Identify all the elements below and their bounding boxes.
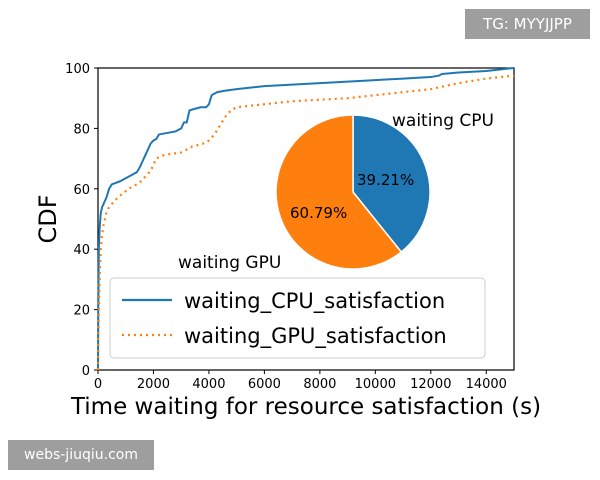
y-tick-label: 80	[73, 122, 90, 137]
y-tick-label: 60	[73, 183, 90, 198]
series-line-cpu	[97, 67, 515, 371]
y-tick-label: 20	[73, 304, 90, 319]
pie-label-cpu: waiting CPU	[392, 111, 494, 131]
series-line-gpu	[96, 74, 515, 371]
pie-slice-cpu	[352, 114, 431, 254]
pie-value-cpu: 39.21%	[357, 171, 414, 189]
legend-label-cpu: waiting_CPU_satisfaction	[184, 289, 445, 314]
legend: waiting_CPU_satisfaction waiting_GPU_sat…	[109, 277, 486, 359]
watermark-top: TG: MYYJJPP	[465, 9, 590, 39]
series-layer	[96, 67, 515, 371]
watermark-bottom: webs-jiuqiu.com	[8, 440, 154, 470]
y-tick-label: 40	[73, 243, 90, 258]
plot-frame	[97, 67, 515, 371]
x-tick-label: 8000	[303, 377, 336, 392]
x-tick-label: 14000	[466, 377, 507, 392]
x-tick-label: 12000	[410, 377, 451, 392]
y-tick-label: 100	[65, 62, 90, 77]
pie-label-gpu: waiting GPU	[178, 253, 281, 273]
x-tick-label: 0	[94, 377, 102, 392]
y-axis-label: CDF	[34, 194, 62, 243]
x-axis-label: Time waiting for resource satisfaction (…	[70, 394, 541, 420]
x-tick-label: 6000	[248, 377, 281, 392]
y-tick-label: 0	[82, 364, 90, 379]
pie-chart	[275, 114, 431, 270]
x-tick-label: 2000	[137, 377, 170, 392]
legend-label-gpu: waiting_GPU_satisfaction	[184, 324, 447, 349]
legend-box	[109, 277, 486, 359]
axis-ticks: 0 2000 4000 6000 8000 10000 12000 14000 0 20 40 60 8…	[65, 62, 507, 392]
x-tick-label: 4000	[192, 377, 225, 392]
pie-value-gpu: 60.79%	[290, 204, 347, 222]
pie-slice-gpu	[275, 114, 403, 270]
x-tick-label: 10000	[355, 377, 396, 392]
